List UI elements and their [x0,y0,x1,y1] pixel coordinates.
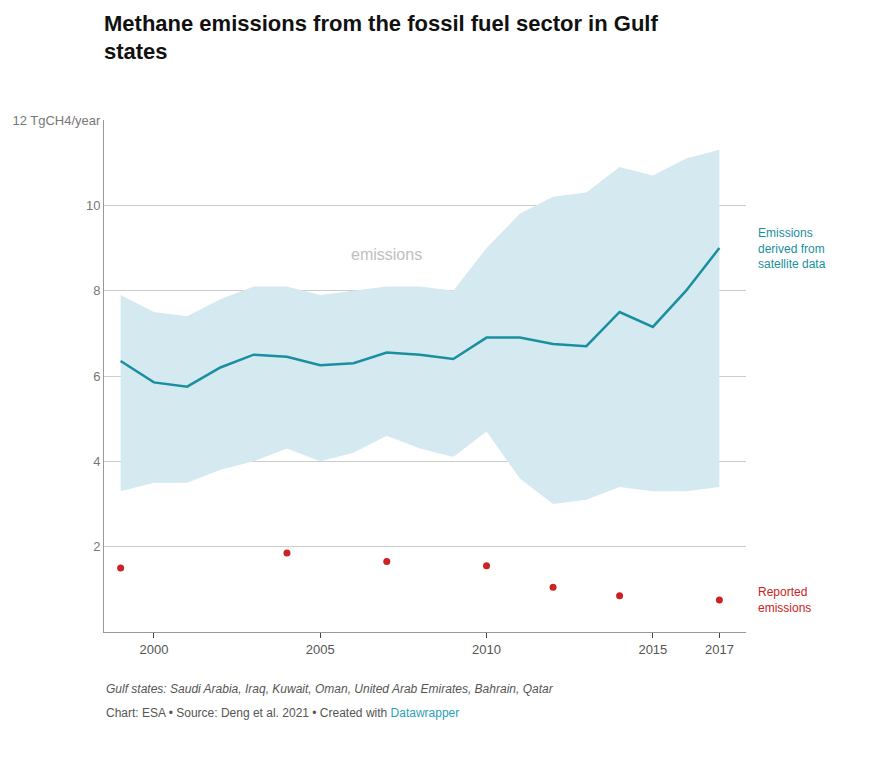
svg-text:10: 10 [86,198,100,213]
svg-text:Chart: ESA • Source: Deng et a: Chart: ESA • Source: Deng et al. 2021 • … [106,706,459,720]
svg-text:Gulf states: Saudi Arabia, Ira: Gulf states: Saudi Arabia, Iraq, Kuwait,… [106,682,554,696]
svg-text:2005: 2005 [306,642,335,657]
svg-text:2000: 2000 [139,642,168,657]
svg-text:2017: 2017 [705,642,734,657]
svg-text:12 TgCH4/year: 12 TgCH4/year [12,113,101,128]
svg-text:4: 4 [93,454,100,469]
svg-text:2015: 2015 [638,642,667,657]
svg-text:Methane emissions from the fos: Methane emissions from the fossil fuel s… [104,11,658,65]
svg-text:6: 6 [93,369,100,384]
svg-text:2: 2 [93,539,100,554]
svg-text:Reportedemissions: Reportedemissions [758,585,811,615]
svg-text:2010: 2010 [472,642,501,657]
svg-text:emissions: emissions [351,246,422,263]
svg-text:Emissionsderived fromsatellite: Emissionsderived fromsatellite data [758,226,826,271]
svg-text:8: 8 [93,283,100,298]
